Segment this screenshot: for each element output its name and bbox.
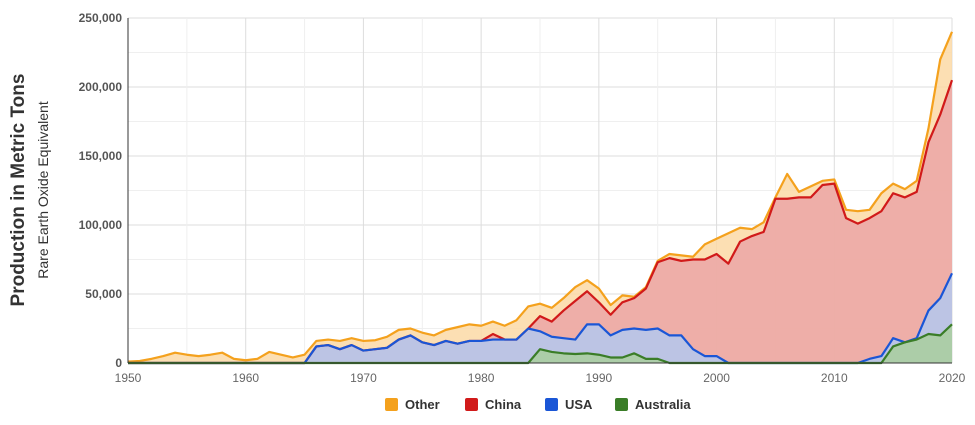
y-axis-title: Production in Metric Tons	[8, 74, 29, 307]
x-tick-label: 1990	[586, 371, 613, 385]
x-tick-label: 2000	[703, 371, 730, 385]
x-tick-label: 2010	[821, 371, 848, 385]
series-areas	[128, 31, 952, 364]
y-tick-label: 250,000	[79, 11, 123, 25]
legend-swatch	[385, 398, 398, 411]
area-australia	[128, 324, 952, 363]
legend-item-australia[interactable]: Australia	[615, 397, 691, 412]
y-tick-label: 0	[115, 356, 122, 370]
x-tick-label: 1960	[232, 371, 259, 385]
axes	[127, 18, 952, 364]
legend-label: Australia	[635, 397, 691, 412]
x-tick-labels: 1950 1960 1970 1980 1990 2000 2010 2020	[115, 371, 966, 385]
x-tick-label: 2020	[939, 371, 966, 385]
legend-label: USA	[565, 397, 593, 412]
y-tick-label: 100,000	[79, 218, 123, 232]
legend-swatch	[615, 398, 628, 411]
y-axis-subtitle: Rare Earth Oxide Equivalent	[35, 101, 51, 279]
y-tick-label: 150,000	[79, 149, 123, 163]
legend: Other China USA Australia	[385, 397, 691, 412]
legend-swatch	[465, 398, 478, 411]
area-china	[128, 80, 952, 363]
x-tick-label: 1950	[115, 371, 142, 385]
line-other	[127, 31, 954, 363]
legend-swatch	[545, 398, 558, 411]
x-tick-label: 1970	[350, 371, 377, 385]
legend-label: China	[485, 397, 522, 412]
y-tick-label: 200,000	[79, 80, 123, 94]
y-tick-labels: 0 50,000 100,000 150,000 200,000 250,000	[79, 11, 123, 370]
x-tick-label: 1980	[468, 371, 495, 385]
legend-item-usa[interactable]: USA	[545, 397, 593, 412]
y-tick-label: 50,000	[85, 287, 122, 301]
legend-label: Other	[405, 397, 440, 412]
legend-item-other[interactable]: Other	[385, 397, 440, 412]
area-usa	[128, 273, 952, 363]
legend-item-china[interactable]: China	[465, 397, 522, 412]
